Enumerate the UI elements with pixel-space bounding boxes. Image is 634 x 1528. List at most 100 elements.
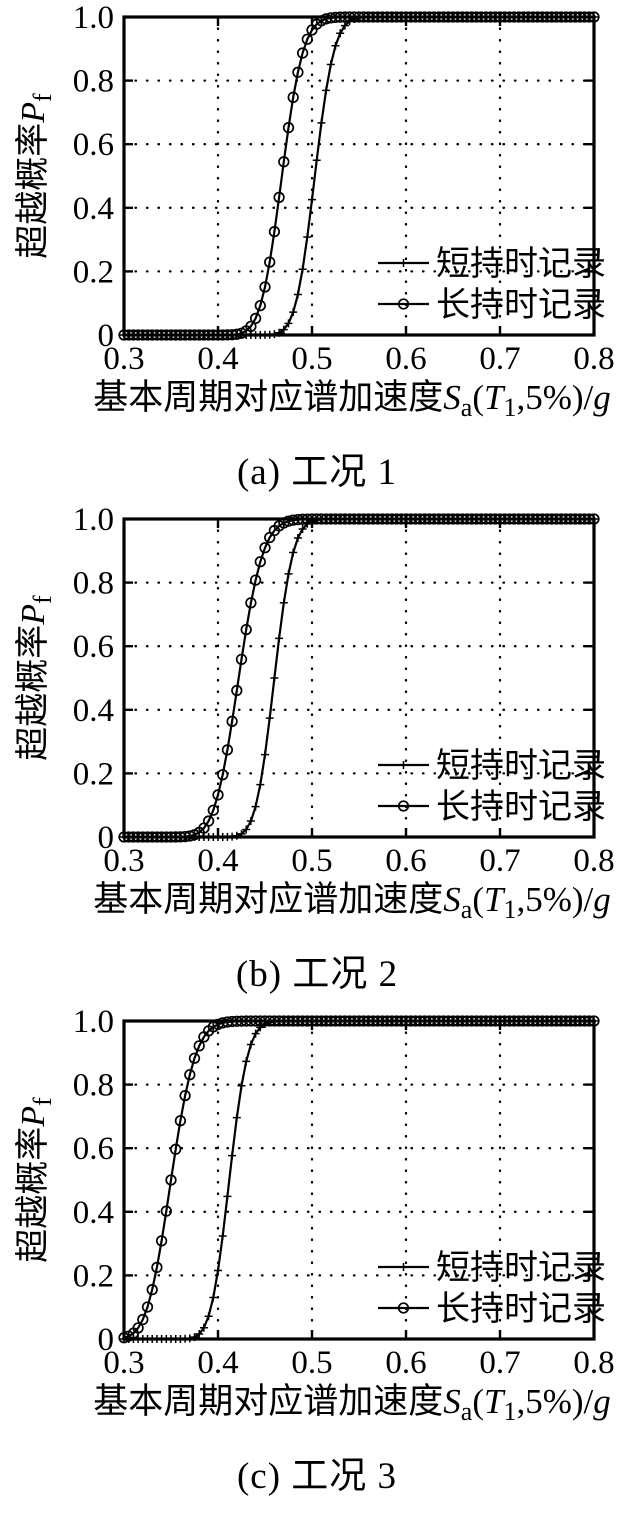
y-tick-label: 0.6: [73, 1131, 114, 1167]
legend-label: 短持时记录: [436, 1249, 606, 1287]
plus-marker: [214, 1266, 222, 1275]
y-tick-label: 0.4: [73, 191, 114, 227]
circle-marker: [193, 1040, 205, 1052]
x-tick-label: 0.5: [291, 1345, 332, 1381]
plus-marker: [279, 598, 288, 607]
circle-marker: [174, 1115, 187, 1127]
circle-marker: [254, 299, 266, 312]
plot-slot-b: 0.3 0.4 0.5 0.6 0.7 0.8 0 0.2 0.4 0.6 0.8 1.0 基本周期对应…: [0, 504, 634, 934]
plus-marker: [399, 259, 408, 267]
plus-marker: [298, 525, 307, 534]
plus-marker: [195, 1330, 204, 1339]
x-axis-label: 基本周期对应谱加速度Sa(T1,5%)/g: [93, 1382, 610, 1426]
legend-label: 短持时记录: [436, 245, 606, 283]
x-tick-label: 0.4: [197, 843, 238, 879]
circle-marker: [268, 225, 281, 238]
plus-marker: [232, 1113, 241, 1122]
plus-marker: [246, 1040, 255, 1049]
plus-marker: [399, 761, 408, 769]
plot-slot-c: 0.3 0.4 0.5 0.6 0.7 0.8 0 0.2 0.4 0.6 0.8 1.0 基本周期对应…: [0, 1006, 634, 1436]
y-tick-label: 0: [98, 1322, 115, 1358]
legend-label: 长持时记录: [436, 788, 606, 826]
circle-marker: [296, 47, 309, 59]
plus-marker: [251, 802, 260, 811]
circle-marker: [141, 1301, 154, 1313]
chart-caption-a: (a) 工况 1: [236, 452, 398, 493]
plot-slot-a: 0.3 0.4 0.5 0.6 0.7 0.8 0 0.2 0.4 0.6 0.8 1.0 基本周期对应…: [0, 2, 634, 432]
circle-marker: [301, 33, 313, 45]
plus-marker: [251, 1029, 260, 1038]
y-tick-label: 0: [98, 820, 115, 856]
gridlines: [122, 1019, 596, 1341]
y-tick-label: 1.0: [73, 2, 114, 36]
x-tick-label: 0.4: [197, 1345, 238, 1381]
legend-label: 短持时记录: [436, 747, 606, 785]
circle-marker: [278, 156, 290, 168]
plus-marker: [256, 780, 265, 789]
chart-block-c: 0.3 0.4 0.5 0.6 0.7 0.8 0 0.2 0.4 0.6 0.8 1.0 基本周期对应…: [0, 1006, 634, 1508]
plus-marker: [279, 325, 288, 334]
legend-label: 长持时记录: [436, 286, 606, 324]
circle-marker: [397, 298, 410, 310]
circle-marker: [397, 800, 410, 812]
circle-marker: [259, 542, 271, 554]
legend-item-short-duration: 短持时记录: [378, 747, 606, 785]
legend-item-short-duration: 短持时记录: [378, 1249, 606, 1287]
circle-marker: [259, 281, 271, 293]
plus-marker: [326, 60, 335, 69]
x-tick-label: 0.7: [479, 1345, 520, 1381]
tick-labels: 0.3 0.4 0.5 0.6 0.7 0.8 0 0.2 0.4 0.6 0.8 1.0: [73, 504, 615, 879]
x-tick-label: 0.8: [573, 843, 614, 879]
circle-marker: [249, 312, 262, 325]
y-tick-label: 1.0: [73, 1006, 114, 1040]
circle-marker: [254, 556, 266, 568]
y-tick-label: 1.0: [73, 504, 114, 538]
circle-marker: [226, 715, 238, 727]
y-axis-label: 超越概率Pf: [14, 1097, 57, 1263]
legend-item-long-duration: 长持时记录: [378, 788, 606, 826]
plus-marker: [308, 195, 316, 204]
plus-marker: [289, 548, 298, 557]
x-tick-label: 0.3: [103, 341, 144, 377]
circle-marker: [132, 1322, 144, 1334]
x-tick-label: 0.5: [291, 341, 332, 377]
chart-caption-c: (c) 工况 3: [236, 1456, 398, 1497]
circle-marker: [170, 1143, 182, 1155]
chart-caption-b: (b) 工况 2: [235, 954, 399, 995]
x-axis-label: 基本周期对应谱加速度Sa(T1,5%)/g: [93, 880, 610, 924]
plus-marker: [303, 233, 312, 241]
circle-marker: [202, 815, 215, 827]
plot-border: [122, 1019, 596, 1341]
plus-marker: [204, 1312, 213, 1321]
plus-marker: [237, 1081, 246, 1090]
fragility-plot-b: 0.3 0.4 0.5 0.6 0.7 0.8 0 0.2 0.4 0.6 0.8 1.0 基本周期对应…: [14, 504, 615, 924]
plus-marker: [331, 41, 340, 50]
circle-marker: [292, 66, 304, 78]
y-tick-label: 0.8: [73, 1068, 114, 1104]
plus-marker: [270, 674, 279, 682]
tick-labels: 0.3 0.4 0.5 0.6 0.7 0.8 0 0.2 0.4 0.6 0.8 1.0: [73, 1006, 615, 1381]
plus-marker: [228, 1151, 237, 1160]
plus-marker: [218, 1232, 227, 1241]
circle-marker: [212, 789, 224, 801]
x-tick-label: 0.3: [103, 843, 144, 879]
circle-marker: [184, 1069, 196, 1081]
circle-marker: [264, 256, 276, 268]
x-tick-label: 0.8: [573, 1345, 614, 1381]
circle-marker: [245, 320, 257, 333]
x-axis-label: 基本周期对应谱加速度Sa(T1,5%)/g: [93, 378, 610, 422]
y-tick-label: 0.8: [73, 566, 114, 602]
circle-marker: [273, 191, 285, 204]
x-tick-label: 0.6: [385, 341, 426, 377]
y-axis-label: 超越概率Pf: [14, 93, 57, 259]
legend-item-long-duration: 长持时记录: [378, 1290, 606, 1328]
plus-marker: [246, 817, 255, 826]
y-tick-label: 0.2: [73, 254, 114, 290]
plus-marker: [284, 319, 293, 328]
y-tick-label: 0.2: [73, 1258, 114, 1294]
plus-marker: [336, 29, 345, 38]
x-tick-label: 0.6: [385, 843, 426, 879]
